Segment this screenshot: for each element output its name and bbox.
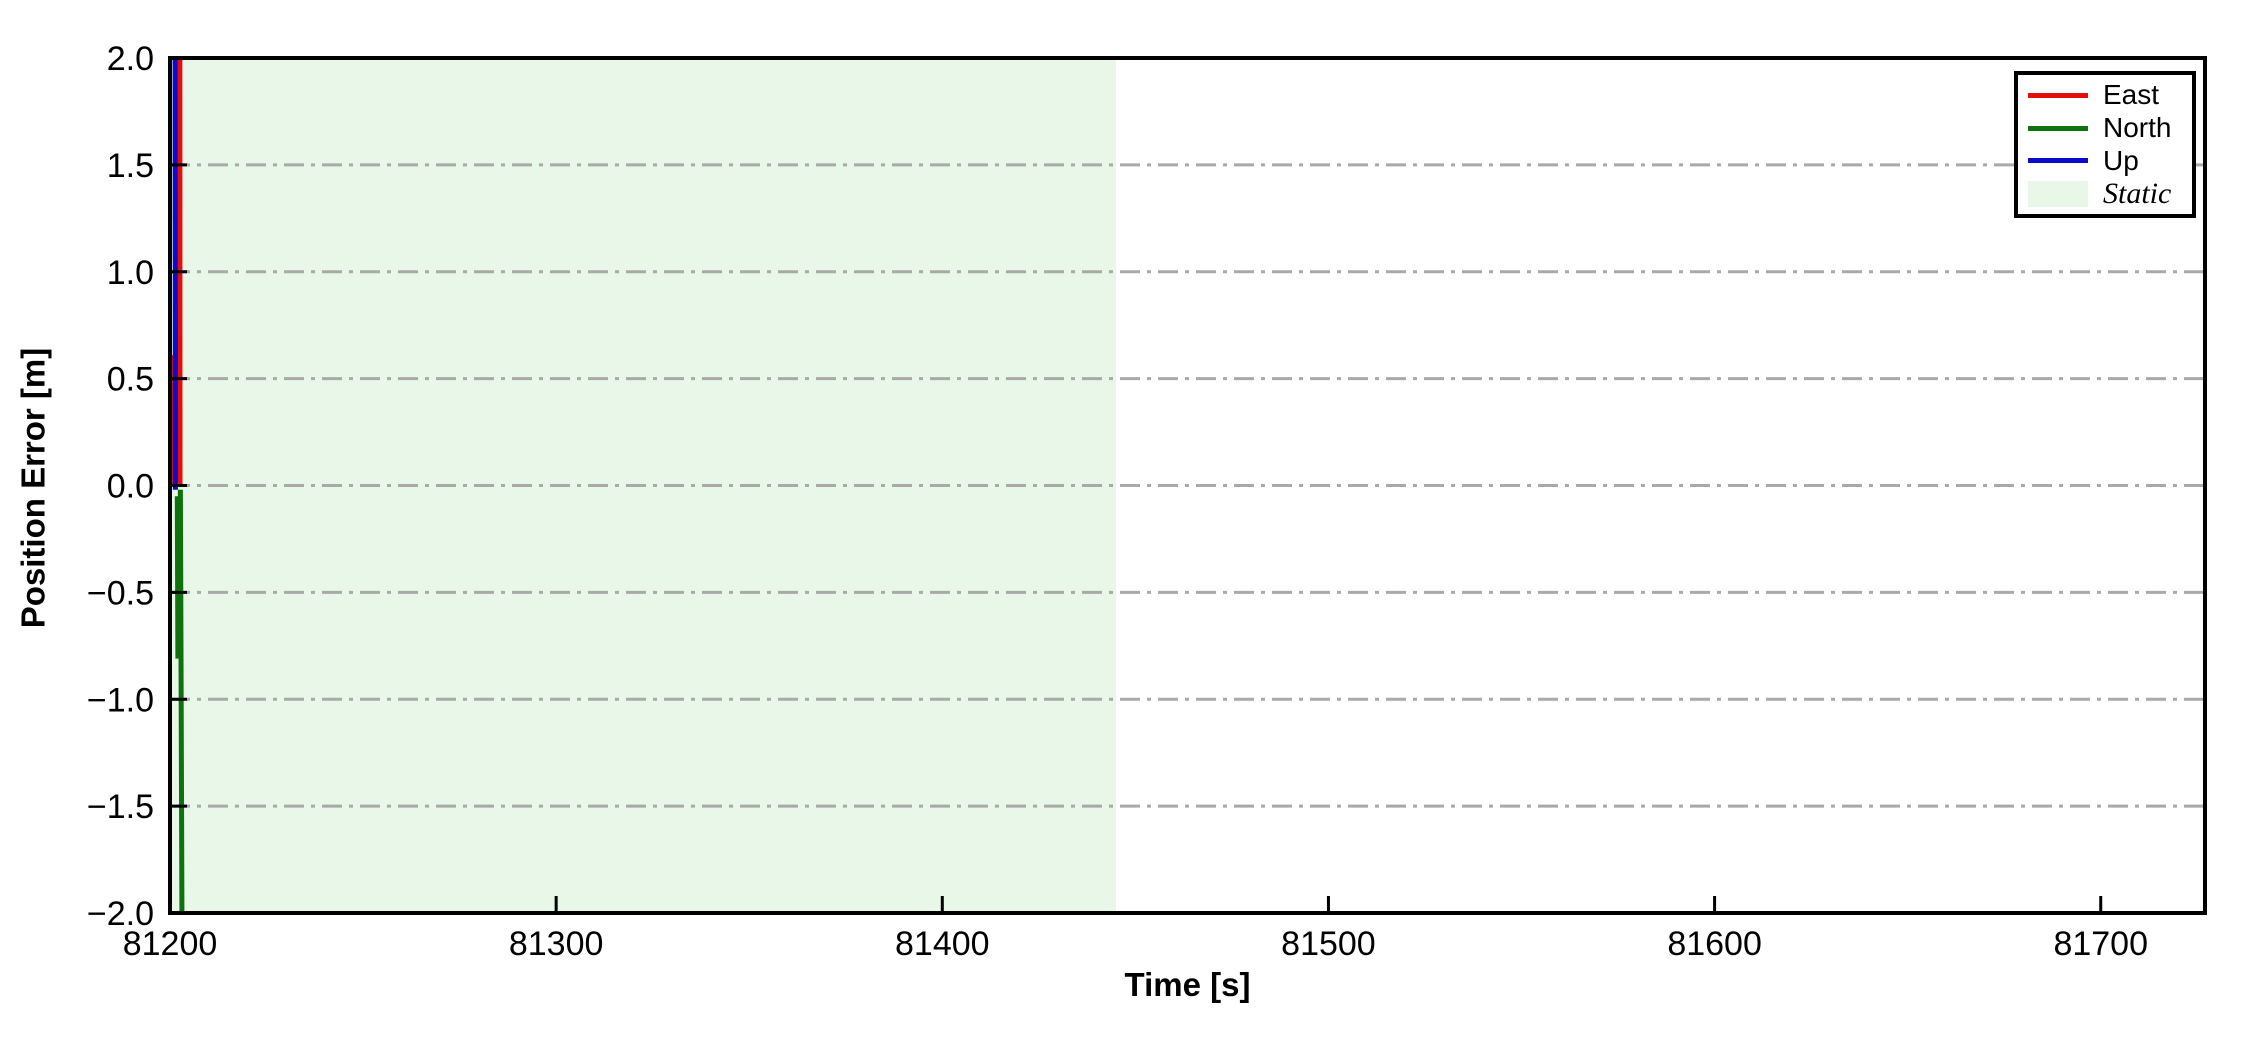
legend-line-swatch-north [2028, 125, 2088, 131]
legend-line-swatch-up [2028, 158, 2088, 164]
x-axis-label: Time [s] [1124, 966, 1251, 1003]
legend-label-east: East [2103, 79, 2160, 111]
legend-label-north: North [2103, 112, 2172, 144]
y-tick-label: 0.0 [107, 468, 154, 506]
legend-label-up: Up [2103, 144, 2139, 176]
y-tick-label: −2.0 [87, 895, 154, 933]
x-tick-label: 81600 [1667, 925, 1762, 963]
y-tick-label: 0.5 [107, 361, 154, 399]
x-tick-label: 81400 [895, 925, 990, 963]
legend-row-up: Up [2028, 145, 2184, 177]
y-tick-label: −1.0 [87, 681, 154, 719]
y-axis-label: Position Error [m] [14, 347, 52, 629]
x-tick-label: 81300 [509, 925, 604, 963]
y-tick-label: 1.0 [107, 254, 154, 292]
legend: East North Up Static [2014, 71, 2196, 218]
x-tick-label: 81200 [123, 925, 218, 963]
series-line-north [174, 489, 185, 913]
x-tick-label: 81500 [1281, 925, 1376, 963]
legend-row-east: East [2028, 79, 2184, 111]
y-tick-label: −0.5 [87, 574, 154, 612]
y-tick-label: −1.5 [87, 788, 154, 826]
y-tick-label: 1.5 [107, 147, 154, 185]
legend-row-north: North [2028, 112, 2184, 144]
legend-patch-swatch-static [2028, 180, 2088, 207]
y-tick-label: 2.0 [107, 40, 154, 78]
legend-label-static: Static [2103, 176, 2172, 210]
legend-line-swatch-east [2028, 92, 2088, 98]
x-tick-label: 81700 [2053, 925, 2148, 963]
legend-row-static: Static [2028, 178, 2184, 210]
plot-border [168, 56, 2207, 915]
